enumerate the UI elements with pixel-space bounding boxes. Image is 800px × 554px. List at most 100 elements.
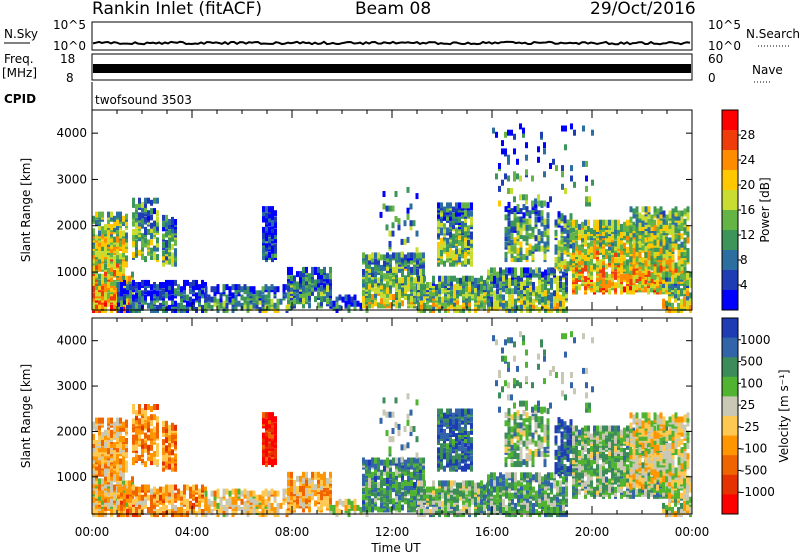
data-cell [240,302,244,309]
data-cell [192,284,195,291]
data-cell [531,208,535,215]
data-cell [183,279,186,286]
data-cell [268,457,271,464]
data-cell [462,300,465,307]
data-cell [593,263,596,270]
data-cell [587,255,590,262]
data-cell [575,278,578,285]
data-cell [674,266,678,273]
data-cell [243,284,247,291]
data-cell [128,480,131,487]
data-cell [116,257,119,264]
data-cell [141,201,144,208]
data-cell [477,290,480,297]
data-cell [92,302,95,309]
data-cell [320,289,323,296]
data-cell [647,212,651,219]
data-cell [599,278,602,285]
data-cell [368,277,371,284]
data-cell [444,294,447,301]
data-cell [119,270,122,276]
data-cell [446,202,449,209]
data-cell [483,290,486,297]
data-cell [276,302,280,309]
data-cell [110,211,113,218]
data-cell [302,484,305,491]
data-cell [461,252,464,259]
data-cell [153,414,156,421]
data-cell [262,210,265,217]
data-cell [262,237,265,244]
data-cell [296,475,299,482]
data-cell [107,458,110,465]
data-cell [156,216,159,223]
data-cell [174,279,177,286]
colorbar-swatch [722,290,738,311]
data-cell [240,286,244,293]
data-cell [656,212,660,219]
data-cell [138,408,141,415]
data-cell [398,252,401,259]
data-cell [174,300,177,307]
data-cell [252,294,256,301]
data-cell [409,203,413,210]
data-cell [540,237,544,244]
data-cell [311,266,314,273]
data-cell [135,286,138,293]
data-cell [144,216,147,223]
data-cell [123,288,126,295]
data-cell [641,261,644,268]
data-cell [171,502,174,509]
data-cell [132,220,135,227]
data-cell [228,500,232,507]
data-cell [496,288,499,295]
data-cell [156,210,159,217]
data-cell [299,271,302,278]
data-cell [129,302,132,309]
data-cell [449,260,452,267]
data-cell [510,220,514,227]
data-cell [107,486,110,493]
data-cell [308,273,311,280]
data-cell [135,296,138,303]
data-cell [92,292,95,299]
data-cell [296,498,299,505]
data-cell [271,461,274,468]
data-cell [273,507,277,513]
data-cell [626,259,629,266]
data-cell [668,286,671,293]
data-cell [122,284,125,291]
data-cell [632,241,636,248]
data-cell [683,250,687,256]
data-cell [420,275,423,282]
data-cell [599,286,602,293]
data-cell [388,205,392,212]
data-cell [147,302,150,309]
data-cell [569,234,573,241]
data-cell [689,271,692,278]
data-cell [680,298,683,305]
data-cell [101,494,104,501]
data-cell [662,282,665,288]
data-cell [204,300,208,307]
data-cell [409,220,413,227]
data-cell [296,486,299,493]
data-cell [590,273,593,280]
data-cell [419,252,422,259]
data-cell [186,294,189,301]
data-cell [162,455,165,462]
data-cell [513,216,517,223]
data-cell [98,494,101,501]
data-cell [368,258,371,265]
data-cell [98,230,101,237]
data-cell [413,289,416,296]
data-cell [629,235,633,242]
colorbar-tick-label: 24 [740,153,755,167]
data-cell [159,507,162,513]
data-cell [686,271,689,278]
data-cell [186,504,189,511]
data-cell [165,254,168,261]
data-cell [101,232,104,239]
data-cell [520,279,523,286]
data-cell [255,498,259,505]
